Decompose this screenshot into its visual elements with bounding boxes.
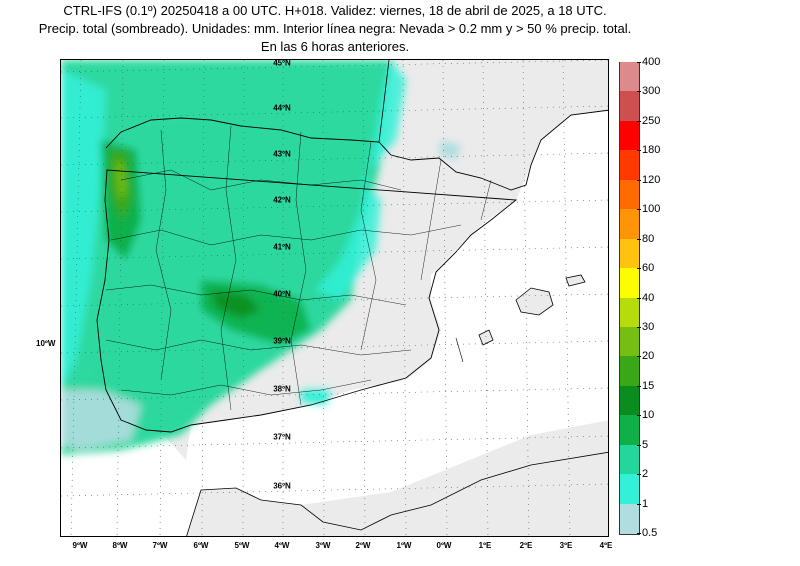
lat-label-42n: 42ºN	[273, 195, 291, 205]
colorbar-label: 80	[642, 232, 655, 245]
colorbar-label: 10	[642, 409, 655, 422]
france-coastline	[378, 60, 390, 143]
colorbar-label: 15	[642, 379, 655, 392]
lat-label-44n: 44ºN	[273, 103, 291, 113]
lat-label-43n: 43ºN	[273, 149, 291, 159]
lat-label-41n: 41ºN	[273, 242, 291, 252]
africa-coast	[186, 451, 608, 536]
colorbar-cell-300	[620, 62, 639, 92]
colorbar-tick	[637, 238, 641, 240]
ibiza-island	[478, 329, 494, 346]
lon-label-0w: 0ºW	[436, 541, 452, 550]
colorbar-tick	[637, 503, 641, 505]
colorbar-cell-15	[620, 356, 639, 386]
colorbar-cell-180	[620, 120, 639, 151]
colorbar-label: 120	[642, 173, 661, 186]
colorbar-cell-100	[620, 179, 639, 210]
colorbar-tick	[637, 91, 641, 93]
province-borders	[105, 125, 492, 411]
lat-label-40n: 40ºN	[273, 289, 291, 299]
colorbar-tick	[637, 444, 641, 446]
lon-label-5w: 5ºW	[234, 541, 250, 550]
colorbar-tick	[637, 297, 641, 299]
colorbar-tick	[637, 415, 641, 417]
colorbar-cell-40	[620, 268, 639, 298]
map-title-line-1: CTRL-IFS (0.1º) 20250418 a 00 UTC. H+018…	[63, 3, 607, 18]
colorbar-cell-120	[620, 150, 639, 180]
lon-label-1e: 1ºE	[478, 541, 492, 550]
iberia-coastline	[96, 109, 608, 433]
colorbar-tick	[637, 385, 641, 387]
colorbar-cell-80	[620, 209, 639, 239]
lon-label-7w: 7ºW	[152, 541, 168, 550]
lon-label-1w: 1ºW	[396, 541, 412, 550]
colorbar-label: 20	[642, 350, 655, 363]
colorbar-label: 1	[642, 497, 649, 510]
lat-label-37n: 37ºN	[273, 432, 291, 442]
precipitation-colorbar	[619, 62, 640, 535]
colorbar-tick	[637, 326, 641, 328]
colorbar-cell-20	[620, 326, 639, 357]
menorca-island	[565, 274, 586, 287]
precipitation-map	[61, 60, 608, 536]
colorbar-cell-250	[620, 91, 639, 121]
lon-label-4w: 4ºW	[274, 541, 290, 550]
colorbar-tick	[637, 62, 641, 63]
colorbar-cell-60	[620, 238, 639, 269]
colorbar-cell-10	[620, 385, 639, 416]
lon-label-9w: 9ºW	[72, 541, 88, 550]
lat-label-39n: 39ºN	[273, 336, 291, 346]
colorbar-label: 30	[642, 320, 655, 333]
colorbar-cell-5	[620, 415, 639, 445]
colorbar-tick	[637, 356, 641, 358]
mediterranean-sea	[186, 110, 608, 536]
lon-label-10w: 10ºW	[36, 339, 56, 348]
lon-label-6w: 6ºW	[193, 541, 209, 550]
colorbar-label: 60	[642, 262, 655, 275]
colorbar-label: 250	[642, 114, 661, 127]
colorbar-cell-2	[620, 444, 639, 475]
colorbar-label: 2	[642, 468, 649, 481]
colorbar-tick	[637, 209, 641, 211]
lon-label-3e: 3ºE	[559, 541, 573, 550]
lon-label-3w: 3ºW	[315, 541, 331, 550]
map-title-line-3: En las 6 horas anteriores.	[260, 39, 410, 54]
lat-label-36n: 36ºN	[273, 481, 291, 491]
colorbar-tick	[637, 179, 641, 181]
map-frame[interactable]	[60, 59, 609, 537]
lat-label-45n: 45ºN	[273, 58, 291, 68]
colorbar-label: 5	[642, 438, 649, 451]
colorbar-label: 40	[642, 291, 655, 304]
colorbar-label: 180	[642, 144, 661, 157]
lon-label-4e: 4ºE	[599, 541, 613, 550]
colorbar-tick	[637, 533, 641, 534]
colorbar-label: 100	[642, 203, 661, 216]
colorbar-tick	[637, 474, 641, 476]
colorbar-label: 400	[642, 56, 661, 68]
colorbar-label: 0.5	[642, 527, 658, 539]
lon-label-2w: 2ºW	[355, 541, 371, 550]
lat-label-38n: 38ºN	[273, 384, 291, 394]
lon-label-2e: 2ºE	[519, 541, 533, 550]
colorbar-cell-1	[620, 474, 639, 504]
lon-label-8w: 8ºW	[112, 541, 128, 550]
colorbar-tick	[637, 150, 641, 152]
mallorca-island	[515, 287, 554, 316]
colorbar-label: 300	[642, 85, 661, 98]
colorbar-tick	[637, 120, 641, 122]
colorbar-cell-0.5	[620, 503, 639, 534]
colorbar-tick	[637, 268, 641, 270]
colorbar-cell-30	[620, 297, 639, 327]
map-title-line-2: Precip. total (sombreado). Unidades: mm.…	[38, 21, 632, 36]
